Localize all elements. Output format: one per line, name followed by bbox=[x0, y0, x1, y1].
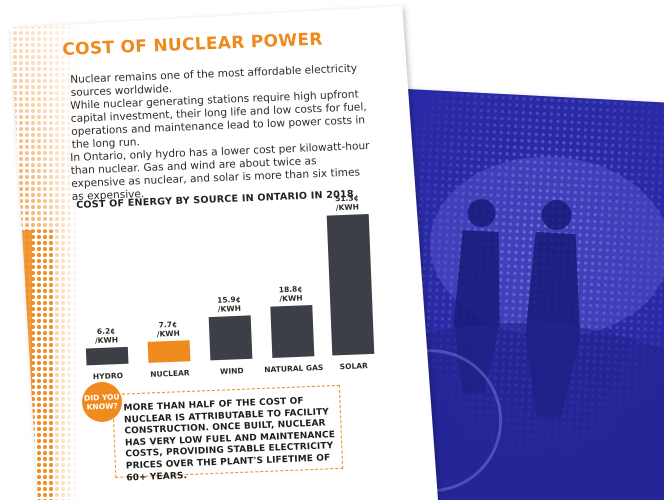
bar-natural-gas bbox=[270, 304, 315, 358]
value-label: /KWH bbox=[279, 293, 302, 303]
category-label: NATURAL GAS bbox=[264, 363, 323, 374]
category-label: WIND bbox=[220, 366, 244, 376]
category-label: SOLAR bbox=[340, 361, 369, 371]
value-label: /KWH bbox=[336, 202, 359, 212]
workers-photo bbox=[366, 88, 664, 500]
value-label: /KWH bbox=[157, 329, 180, 339]
bar-solar bbox=[326, 213, 375, 356]
category-label: HYDRO bbox=[93, 371, 123, 381]
value-label: /KWH bbox=[95, 335, 118, 345]
bar-hydro bbox=[85, 346, 129, 366]
value-label: 6.2¢ bbox=[97, 326, 116, 336]
value-label: 51.3¢ bbox=[335, 193, 359, 203]
value-label: 7.7¢ bbox=[159, 320, 178, 330]
value-label: /KWH bbox=[218, 304, 241, 314]
blue-back-page bbox=[366, 88, 664, 500]
bar-wind bbox=[208, 315, 253, 361]
callout-text: MORE THAN HALF OF THE COST OF NUCLEAR IS… bbox=[123, 396, 336, 484]
value-label: 15.9¢ bbox=[217, 295, 241, 305]
category-label: NUCLEAR bbox=[150, 368, 190, 379]
bar-nuclear bbox=[147, 340, 191, 363]
did-you-know-callout: MORE THAN HALF OF THE COST OF NUCLEAR IS… bbox=[112, 384, 344, 483]
value-label: 18.8¢ bbox=[279, 284, 303, 294]
energy-cost-bar-chart: 6.2¢/KWHHYDRO7.7¢/KWHNUCLEAR15.9¢/KWHWIN… bbox=[85, 193, 375, 381]
